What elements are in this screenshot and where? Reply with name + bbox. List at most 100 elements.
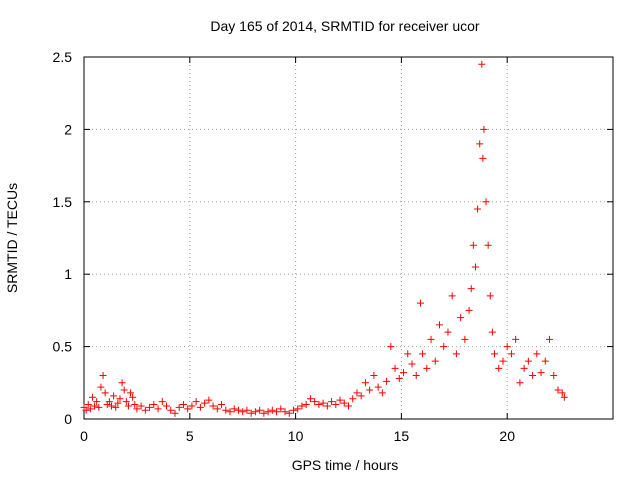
data-point — [383, 377, 391, 385]
grid-lines — [84, 57, 613, 419]
data-point — [361, 379, 369, 387]
data-point — [289, 406, 297, 414]
data-point — [213, 405, 221, 413]
data-point — [234, 406, 242, 414]
data-point — [230, 405, 238, 413]
y-tick-label: 1.5 — [53, 194, 73, 210]
data-point — [336, 396, 344, 404]
data-point — [273, 408, 281, 416]
data-point — [124, 402, 132, 410]
data-point — [546, 335, 554, 343]
data-point — [412, 372, 420, 380]
data-point — [222, 406, 230, 414]
data-point — [387, 343, 395, 351]
data-point — [323, 402, 331, 410]
data-point — [311, 398, 319, 406]
data-point — [84, 401, 92, 409]
data-point — [349, 395, 357, 403]
data-point — [554, 386, 562, 394]
data-point — [302, 401, 310, 409]
data-point — [188, 402, 196, 410]
data-point — [537, 369, 545, 377]
data-point — [560, 393, 568, 401]
data-point — [465, 306, 473, 314]
data-point — [95, 403, 103, 411]
data-point — [516, 379, 524, 387]
data-point — [440, 343, 448, 351]
data-point — [141, 406, 149, 414]
data-point — [209, 402, 217, 410]
data-point — [478, 60, 486, 68]
data-point — [150, 401, 158, 409]
data-point — [512, 335, 520, 343]
data-point — [328, 398, 336, 406]
data-point — [247, 409, 255, 417]
data-point — [137, 402, 145, 410]
data-point — [524, 357, 532, 365]
data-point — [99, 372, 107, 380]
data-point — [366, 386, 374, 394]
y-tick-label: 0 — [64, 411, 72, 427]
data-point — [395, 374, 403, 382]
x-tick-labels: 0 5 10 15 20 — [80, 428, 515, 444]
data-point — [133, 405, 141, 413]
data-point — [205, 396, 213, 404]
data-point — [476, 140, 484, 148]
data-point — [479, 154, 487, 162]
data-point — [167, 406, 175, 414]
data-point — [550, 372, 558, 380]
data-point — [91, 402, 99, 410]
data-point — [97, 383, 105, 391]
data-point — [467, 285, 475, 293]
data-point — [281, 408, 289, 416]
data-point — [488, 328, 496, 336]
data-point — [482, 198, 490, 206]
data-point — [251, 408, 259, 416]
y-tick-label: 2 — [64, 121, 72, 137]
data-point — [218, 401, 226, 409]
data-point — [345, 402, 352, 410]
data-point — [431, 357, 439, 365]
data-point — [226, 408, 234, 416]
x-tick-label: 15 — [394, 428, 410, 444]
y-tick-labels: 0 0.5 1 1.5 2 2.5 — [53, 49, 73, 427]
data-point — [264, 408, 272, 416]
x-tick-label: 20 — [499, 428, 515, 444]
data-point — [268, 406, 276, 414]
data-point — [82, 406, 90, 414]
data-point — [171, 409, 179, 417]
data-point — [507, 350, 515, 358]
chart-title: Day 165 of 2014, SRMTID for receiver uco… — [210, 18, 480, 34]
data-point — [495, 364, 503, 372]
data-point — [533, 350, 541, 358]
data-point — [184, 405, 192, 413]
data-point — [154, 405, 162, 413]
data-point — [277, 405, 285, 413]
data-point — [285, 409, 293, 417]
data-point — [471, 263, 479, 271]
data-point — [116, 395, 124, 403]
data-point — [452, 350, 460, 358]
data-point — [120, 386, 128, 394]
data-point — [484, 241, 492, 249]
data-point — [404, 350, 412, 358]
data-point — [179, 401, 187, 409]
data-point — [105, 398, 113, 406]
data-point — [306, 395, 314, 403]
data-point — [370, 372, 378, 380]
data-point — [340, 399, 348, 407]
data-point — [86, 405, 94, 413]
data-point — [315, 401, 323, 409]
data-point — [374, 383, 382, 391]
data-point — [192, 398, 200, 406]
data-point — [122, 398, 130, 406]
data-point — [196, 403, 204, 411]
x-tick-label: 5 — [186, 428, 194, 444]
data-point — [480, 125, 488, 133]
data-point — [499, 357, 507, 365]
data-point — [93, 398, 101, 406]
data-point — [541, 357, 549, 365]
data-point — [101, 389, 109, 397]
